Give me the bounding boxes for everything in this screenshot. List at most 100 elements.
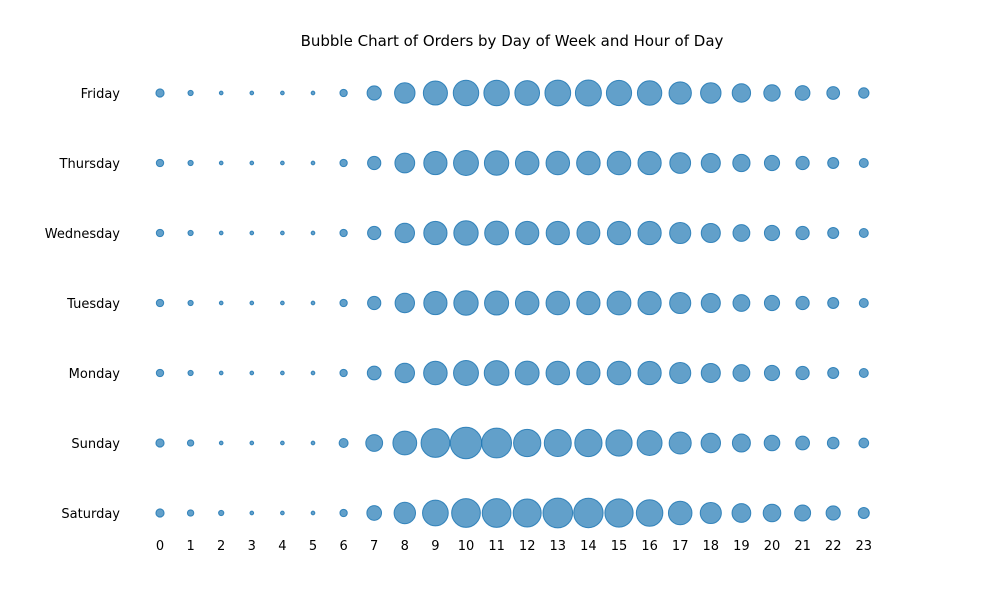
bubble-tuesday-3: [249, 300, 255, 306]
bubble-sunday-10: [449, 426, 483, 460]
bubble-thursday-0: [155, 158, 165, 168]
bubble-sunday-16: [636, 430, 663, 456]
bubble-saturday-16: [635, 499, 664, 527]
bubble-thursday-3: [249, 160, 255, 166]
bubble-monday-2: [218, 370, 224, 376]
bubble-sunday-2: [218, 440, 224, 446]
bubble-layer: [155, 79, 870, 529]
bubble-saturday-6: [339, 508, 348, 518]
bubble-friday-10: [452, 79, 480, 107]
bubble-sunday-22: [826, 436, 840, 450]
y-tick-label-friday: Friday: [81, 87, 121, 102]
x-tick-label-2: 2: [217, 539, 225, 554]
bubble-thursday-20: [763, 154, 781, 172]
bubble-sunday-18: [700, 432, 722, 454]
bubble-tuesday-15: [606, 290, 632, 316]
bubble-sunday-13: [543, 429, 572, 457]
bubble-sunday-20: [763, 434, 781, 452]
bubble-saturday-8: [393, 501, 417, 525]
bubble-tuesday-18: [700, 292, 721, 314]
bubble-monday-0: [155, 368, 165, 378]
bubble-saturday-3: [249, 510, 255, 516]
bubble-friday-1: [187, 89, 194, 97]
bubble-thursday-8: [394, 152, 416, 174]
bubble-thursday-2: [218, 160, 224, 166]
bubble-saturday-2: [218, 509, 225, 517]
bubble-saturday-10: [451, 498, 481, 528]
bubble-monday-13: [545, 360, 571, 386]
bubble-thursday-5: [310, 160, 316, 166]
x-tick-label-7: 7: [370, 539, 378, 554]
bubble-wednesday-15: [606, 220, 632, 246]
bubble-sunday-1: [186, 439, 195, 447]
bubble-monday-20: [763, 364, 781, 382]
bubble-tuesday-2: [218, 300, 224, 306]
bubble-tuesday-8: [394, 292, 416, 314]
bubble-tuesday-14: [576, 290, 601, 316]
bubble-tuesday-12: [514, 290, 540, 316]
x-tick-label-12: 12: [519, 539, 536, 554]
bubble-wednesday-16: [637, 220, 662, 246]
bubble-saturday-7: [366, 505, 383, 521]
bubble-friday-17: [668, 81, 692, 105]
bubble-wednesday-6: [339, 228, 348, 238]
bubble-sunday-4: [280, 440, 285, 446]
bubble-monday-5: [310, 370, 316, 376]
bubble-friday-12: [514, 80, 541, 106]
bubble-thursday-6: [339, 158, 348, 168]
x-tick-label-20: 20: [764, 539, 781, 554]
bubble-wednesday-22: [827, 226, 840, 240]
bubble-tuesday-5: [310, 300, 316, 306]
bubble-saturday-18: [699, 501, 722, 525]
bubble-saturday-23: [857, 506, 870, 520]
bubble-thursday-7: [367, 155, 382, 171]
y-tick-label-tuesday: Tuesday: [66, 297, 120, 312]
bubble-wednesday-18: [700, 222, 721, 244]
x-tick-label-8: 8: [401, 539, 409, 554]
bubble-tuesday-21: [795, 295, 810, 311]
x-tick-label-11: 11: [488, 539, 505, 554]
bubble-thursday-1: [187, 159, 194, 167]
bubble-friday-3: [249, 90, 255, 96]
bubble-thursday-19: [732, 153, 751, 173]
bubble-thursday-12: [514, 150, 540, 176]
bubble-saturday-22: [825, 505, 841, 521]
bubble-friday-23: [858, 87, 870, 99]
bubble-monday-12: [514, 360, 540, 386]
bubble-friday-19: [731, 83, 752, 103]
bubble-tuesday-7: [367, 295, 382, 311]
bubble-monday-15: [606, 360, 632, 386]
bubble-wednesday-4: [280, 230, 285, 236]
bubble-thursday-18: [700, 152, 721, 174]
bubble-tuesday-17: [669, 291, 692, 315]
bubble-saturday-4: [280, 510, 285, 516]
bubble-thursday-22: [827, 156, 840, 170]
bubble-friday-2: [218, 90, 224, 96]
bubble-wednesday-0: [155, 228, 165, 238]
y-tick-label-sunday: Sunday: [71, 437, 120, 452]
bubble-saturday-15: [604, 498, 634, 528]
bubble-tuesday-4: [280, 300, 285, 306]
bubble-sunday-14: [574, 428, 603, 458]
x-tick-label-18: 18: [703, 539, 720, 554]
bubble-tuesday-10: [453, 290, 479, 316]
bubble-tuesday-6: [339, 298, 348, 308]
x-tick-label-14: 14: [580, 539, 597, 554]
x-tick-label-10: 10: [458, 539, 475, 554]
bubble-wednesday-3: [249, 230, 255, 236]
bubble-friday-5: [310, 90, 316, 96]
x-tick-label-19: 19: [733, 539, 750, 554]
bubble-sunday-21: [795, 435, 810, 451]
bubble-friday-16: [636, 80, 663, 106]
bubble-wednesday-11: [484, 220, 510, 246]
bubble-tuesday-23: [858, 298, 869, 308]
bubble-monday-18: [700, 362, 721, 384]
bubble-saturday-19: [731, 503, 752, 523]
x-tick-label-5: 5: [309, 539, 317, 554]
bubble-friday-9: [422, 80, 448, 106]
x-tick-label-13: 13: [550, 539, 567, 554]
bubble-tuesday-0: [155, 298, 165, 308]
bubble-friday-14: [574, 79, 602, 107]
bubble-wednesday-21: [795, 225, 810, 241]
x-tick-label-22: 22: [825, 539, 842, 554]
